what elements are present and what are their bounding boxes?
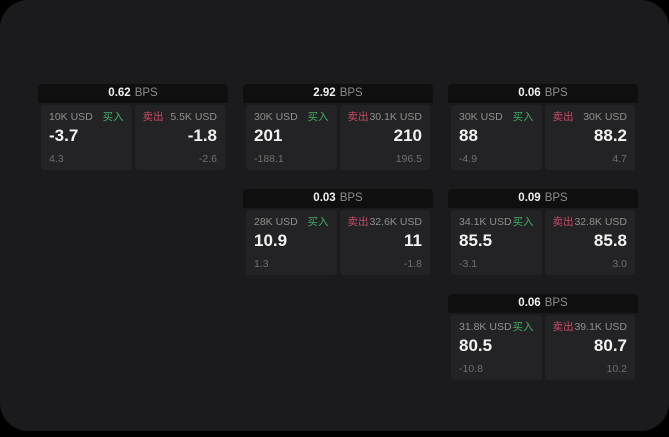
buy-amount: 30K USD bbox=[254, 111, 298, 123]
bps-unit: BPS bbox=[544, 191, 568, 204]
quote-card-header: 0.06 BPS bbox=[448, 294, 638, 313]
buy-amount: 28K USD bbox=[254, 216, 298, 228]
sell-price: 210 bbox=[393, 125, 422, 145]
quote-card-header: 0.09 BPS bbox=[448, 189, 638, 208]
sell-delta: -2.6 bbox=[198, 152, 217, 165]
buy-side-label: 买入 bbox=[102, 111, 124, 123]
sell-quote-panel[interactable]: 卖出 30K USD 88.2 4.7 bbox=[544, 105, 635, 170]
buy-price: 201 bbox=[254, 125, 283, 145]
bps-value: 0.06 bbox=[518, 296, 541, 309]
quote-card-header: 2.92 BPS bbox=[243, 84, 433, 103]
sell-price: -1.8 bbox=[187, 125, 217, 145]
buy-amount: 31.8K USD bbox=[459, 321, 512, 333]
buy-side-label: 买入 bbox=[512, 321, 534, 333]
bps-value: 2.92 bbox=[313, 86, 336, 99]
quote-card-header: 0.62 BPS bbox=[38, 84, 228, 103]
sell-amount: 30K USD bbox=[583, 111, 627, 123]
bps-unit: BPS bbox=[339, 86, 363, 99]
sell-delta: 196.5 bbox=[395, 152, 422, 165]
sell-delta: 10.2 bbox=[606, 362, 627, 375]
buy-side-label: 买入 bbox=[512, 216, 534, 228]
sell-quote-panel[interactable]: 卖出 5.5K USD -1.8 -2.6 bbox=[134, 105, 225, 170]
buy-amount: 10K USD bbox=[49, 111, 93, 123]
bps-value: 0.09 bbox=[518, 191, 541, 204]
bps-value: 0.03 bbox=[313, 191, 336, 204]
buy-side-label: 买入 bbox=[307, 111, 329, 123]
buy-delta: -3.1 bbox=[459, 257, 478, 270]
quote-card: 0.09 BPS 34.1K USD 买入 85.5 -3.1 卖出 32.8K… bbox=[448, 189, 638, 275]
sell-quote-panel[interactable]: 卖出 39.1K USD 80.7 10.2 bbox=[544, 315, 635, 380]
bps-unit: BPS bbox=[339, 191, 363, 204]
buy-delta: 4.3 bbox=[49, 152, 64, 165]
buy-quote-panel[interactable]: 28K USD 买入 10.9 1.3 bbox=[246, 210, 337, 275]
quote-panels: 30K USD 买入 201 -188.1 卖出 30.1K USD 210 1… bbox=[246, 105, 430, 170]
sell-side-label: 卖出 bbox=[347, 111, 369, 123]
bps-value: 0.06 bbox=[518, 86, 541, 99]
sell-amount: 5.5K USD bbox=[170, 111, 217, 123]
buy-quote-panel[interactable]: 10K USD 买入 -3.7 4.3 bbox=[41, 105, 132, 170]
bps-value: 0.62 bbox=[108, 86, 131, 99]
buy-side-label: 买入 bbox=[307, 216, 329, 228]
sell-amount: 32.8K USD bbox=[574, 216, 627, 228]
buy-price: 88 bbox=[459, 125, 478, 145]
quote-card: 0.62 BPS 10K USD 买入 -3.7 4.3 卖出 5.5K USD bbox=[38, 84, 228, 170]
buy-price: 80.5 bbox=[459, 335, 493, 355]
sell-price: 11 bbox=[404, 230, 422, 250]
buy-delta: -4.9 bbox=[459, 152, 478, 165]
sell-delta: 4.7 bbox=[612, 152, 627, 165]
quote-panels: 30K USD 买入 88 -4.9 卖出 30K USD 88.2 4.7 bbox=[451, 105, 635, 170]
buy-quote-panel[interactable]: 34.1K USD 买入 85.5 -3.1 bbox=[451, 210, 542, 275]
sell-price: 85.8 bbox=[593, 230, 627, 250]
buy-delta: 1.3 bbox=[254, 257, 269, 270]
sell-quote-panel[interactable]: 卖出 30.1K USD 210 196.5 bbox=[339, 105, 430, 170]
buy-amount: 30K USD bbox=[459, 111, 503, 123]
bps-unit: BPS bbox=[544, 86, 568, 99]
buy-delta: -10.8 bbox=[459, 362, 483, 375]
sell-side-label: 卖出 bbox=[347, 216, 369, 228]
sell-side-label: 卖出 bbox=[142, 111, 164, 123]
sell-side-label: 卖出 bbox=[552, 216, 574, 228]
buy-quote-panel[interactable]: 30K USD 买入 201 -188.1 bbox=[246, 105, 337, 170]
sell-delta: -1.8 bbox=[403, 257, 422, 270]
buy-delta: -188.1 bbox=[254, 152, 284, 165]
sell-amount: 32.6K USD bbox=[369, 216, 422, 228]
quote-panels: 10K USD 买入 -3.7 4.3 卖出 5.5K USD -1.8 -2.… bbox=[41, 105, 225, 170]
sell-side-label: 卖出 bbox=[552, 321, 574, 333]
quote-card: 0.03 BPS 28K USD 买入 10.9 1.3 卖出 32.6K US… bbox=[243, 189, 433, 275]
quote-panels: 31.8K USD 买入 80.5 -10.8 卖出 39.1K USD 80.… bbox=[451, 315, 635, 380]
quote-panels: 28K USD 买入 10.9 1.3 卖出 32.6K USD 11 -1.8 bbox=[246, 210, 430, 275]
sell-delta: 3.0 bbox=[612, 257, 627, 270]
sell-amount: 39.1K USD bbox=[574, 321, 627, 333]
buy-side-label: 买入 bbox=[512, 111, 534, 123]
sell-side-label: 卖出 bbox=[552, 111, 574, 123]
quote-card: 0.06 BPS 30K USD 买入 88 -4.9 卖出 30K USD bbox=[448, 84, 638, 170]
buy-amount: 34.1K USD bbox=[459, 216, 512, 228]
quote-panels: 34.1K USD 买入 85.5 -3.1 卖出 32.8K USD 85.8… bbox=[451, 210, 635, 275]
sell-price: 80.7 bbox=[593, 335, 627, 355]
buy-quote-panel[interactable]: 30K USD 买入 88 -4.9 bbox=[451, 105, 542, 170]
bps-unit: BPS bbox=[134, 86, 158, 99]
sell-quote-panel[interactable]: 卖出 32.6K USD 11 -1.8 bbox=[339, 210, 430, 275]
buy-price: 10.9 bbox=[254, 230, 288, 250]
sell-quote-panel[interactable]: 卖出 32.8K USD 85.8 3.0 bbox=[544, 210, 635, 275]
buy-price: -3.7 bbox=[49, 125, 79, 145]
quote-card: 2.92 BPS 30K USD 买入 201 -188.1 卖出 30.1K … bbox=[243, 84, 433, 170]
quote-card-header: 0.06 BPS bbox=[448, 84, 638, 103]
sell-amount: 30.1K USD bbox=[369, 111, 422, 123]
buy-price: 85.5 bbox=[459, 230, 493, 250]
bps-unit: BPS bbox=[544, 296, 568, 309]
sell-price: 88.2 bbox=[593, 125, 627, 145]
quote-card: 0.06 BPS 31.8K USD 买入 80.5 -10.8 卖出 39.1… bbox=[448, 294, 638, 380]
buy-quote-panel[interactable]: 31.8K USD 买入 80.5 -10.8 bbox=[451, 315, 542, 380]
quote-card-header: 0.03 BPS bbox=[243, 189, 433, 208]
quote-grid: 0.62 BPS 10K USD 买入 -3.7 4.3 卖出 5.5K USD bbox=[38, 84, 638, 380]
